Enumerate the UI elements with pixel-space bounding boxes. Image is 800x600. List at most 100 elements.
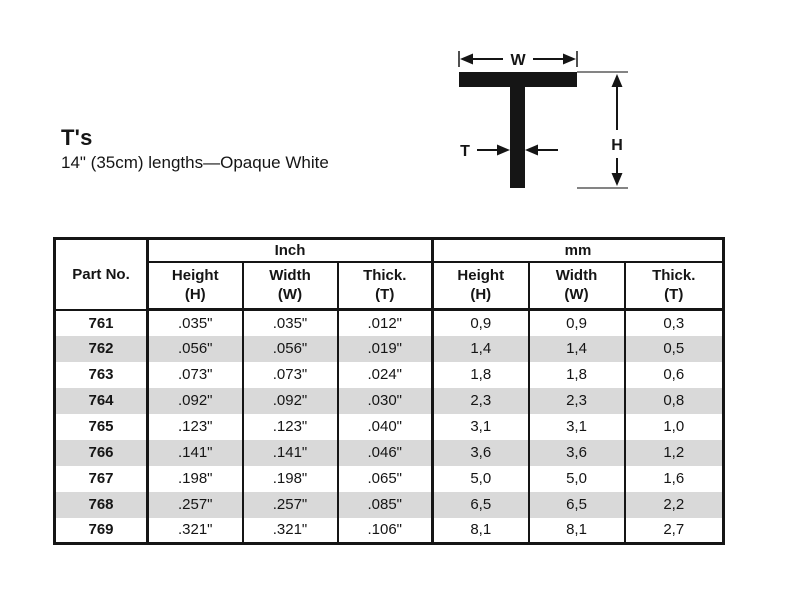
mm-width-header: Width (W) <box>527 260 626 311</box>
inch-thick-header: Thick. (T) <box>336 260 434 311</box>
part-no-cell: 769 <box>53 517 149 544</box>
inch-width-cell: .123" <box>241 413 339 440</box>
inch-width-cell: .198" <box>241 465 339 492</box>
mm-thick-cell: 1,2 <box>623 439 725 466</box>
inch-height-cell: .092" <box>146 387 244 414</box>
mm-width-cell: 8,1 <box>527 517 626 544</box>
mm-width-cell: 3,1 <box>527 413 626 440</box>
mm-width-cell: 1,4 <box>527 335 626 362</box>
mm-thick-cell: 1,6 <box>623 465 725 492</box>
mm-group-header: mm <box>431 237 725 263</box>
inch-height-cell: .321" <box>146 517 244 544</box>
inch-height-cell: .141" <box>146 439 244 466</box>
inch-width-cell: .321" <box>241 517 339 544</box>
mm-height-cell: 3,1 <box>431 413 530 440</box>
mm-thick-cell: 0,5 <box>623 335 725 362</box>
inch-width-header: Width (W) <box>241 260 339 311</box>
width-label: W <box>510 52 526 69</box>
inch-height-cell: .257" <box>146 491 244 518</box>
height-label: H <box>611 137 623 154</box>
table-row: 765 .123" .123" .040" 3,1 3,1 1,0 <box>53 413 725 440</box>
part-no-cell: 763 <box>53 361 149 388</box>
part-no-cell: 761 <box>53 309 149 336</box>
part-no-cell: 762 <box>53 335 149 362</box>
mm-height-header: Height (H) <box>431 260 530 311</box>
inch-thick-cell: .106" <box>336 517 434 544</box>
inch-height-cell: .056" <box>146 335 244 362</box>
inch-width-cell: .257" <box>241 491 339 518</box>
mm-width-cell: 6,5 <box>527 491 626 518</box>
page-title: T's <box>61 125 93 150</box>
inch-width-cell: .092" <box>241 387 339 414</box>
part-no-cell: 765 <box>53 413 149 440</box>
mm-height-cell: 1,4 <box>431 335 530 362</box>
mm-thick-cell: 2,7 <box>623 517 725 544</box>
inch-height-header: Height (H) <box>146 260 244 311</box>
mm-height-cell: 6,5 <box>431 491 530 518</box>
arrow-left-icon <box>460 53 473 65</box>
height-dimension <box>577 71 628 189</box>
arrow-right-icon <box>563 53 576 65</box>
inch-thick-cell: .065" <box>336 465 434 492</box>
t-stem <box>510 87 525 188</box>
title-block: T's 14" (35cm) lengths—Opaque White <box>61 125 329 173</box>
mm-thick-cell: 1,0 <box>623 413 725 440</box>
part-no-cell: 768 <box>53 491 149 518</box>
arrow-down-icon <box>611 173 623 186</box>
mm-thick-cell: 0,6 <box>623 361 725 388</box>
arrow-left-icon <box>525 144 538 156</box>
t-flange <box>459 72 577 87</box>
mm-thick-cell: 0,3 <box>623 309 725 336</box>
inch-thick-cell: .040" <box>336 413 434 440</box>
spec-table: Part No. Inch mm Height (H) Width (W) Th… <box>53 237 725 545</box>
part-no-header: Part No. <box>53 237 149 311</box>
mm-height-cell: 2,3 <box>431 387 530 414</box>
width-dimension <box>458 51 578 67</box>
arrow-right-icon <box>497 144 510 156</box>
inch-height-cell: .198" <box>146 465 244 492</box>
inch-thick-cell: .019" <box>336 335 434 362</box>
mm-thick-cell: 0,8 <box>623 387 725 414</box>
table-row: 767 .198" .198" .065" 5,0 5,0 1,6 <box>53 465 725 492</box>
arrow-up-icon <box>611 74 623 87</box>
inch-height-cell: .035" <box>146 309 244 336</box>
mm-height-cell: 5,0 <box>431 465 530 492</box>
table-row: 769 .321" .321" .106" 8,1 8,1 2,7 <box>53 517 725 544</box>
inch-width-cell: .035" <box>241 309 339 336</box>
table-row: 761 .035" .035" .012" 0,9 0,9 0,3 <box>53 309 725 336</box>
mm-height-cell: 0,9 <box>431 309 530 336</box>
page-subtitle: 14" (35cm) lengths—Opaque White <box>61 153 329 173</box>
inch-thick-cell: .012" <box>336 309 434 336</box>
table-row: 766 .141" .141" .046" 3,6 3,6 1,2 <box>53 439 725 466</box>
mm-width-cell: 1,8 <box>527 361 626 388</box>
mm-thick-cell: 2,2 <box>623 491 725 518</box>
table-row: 763 .073" .073" .024" 1,8 1,8 0,6 <box>53 361 725 388</box>
table-row: 764 .092" .092" .030" 2,3 2,3 0,8 <box>53 387 725 414</box>
mm-width-cell: 3,6 <box>527 439 626 466</box>
inch-thick-cell: .085" <box>336 491 434 518</box>
table-row: 762 .056" .056" .019" 1,4 1,4 0,5 <box>53 335 725 362</box>
part-no-cell: 766 <box>53 439 149 466</box>
thickness-label: T <box>460 143 470 160</box>
mm-width-cell: 5,0 <box>527 465 626 492</box>
spec-table-header: Part No. Inch mm Height (H) Width (W) Th… <box>53 237 725 311</box>
mm-height-cell: 8,1 <box>431 517 530 544</box>
inch-thick-cell: .024" <box>336 361 434 388</box>
inch-height-cell: .123" <box>146 413 244 440</box>
table-row: 768 .257" .257" .085" 6,5 6,5 2,2 <box>53 491 725 518</box>
inch-group-header: Inch <box>146 237 434 263</box>
part-no-cell: 764 <box>53 387 149 414</box>
inch-height-cell: .073" <box>146 361 244 388</box>
mm-height-cell: 1,8 <box>431 361 530 388</box>
inch-width-cell: .073" <box>241 361 339 388</box>
part-no-cell: 767 <box>53 465 149 492</box>
mm-width-cell: 0,9 <box>527 309 626 336</box>
mm-height-cell: 3,6 <box>431 439 530 466</box>
spec-table-body: 761 .035" .035" .012" 0,9 0,9 0,3 762 .0… <box>53 309 725 544</box>
thickness-dimension <box>477 144 558 156</box>
t-profile-diagram: W H T <box>458 51 628 189</box>
mm-thick-header: Thick. (T) <box>623 260 725 311</box>
inch-width-cell: .141" <box>241 439 339 466</box>
inch-thick-cell: .030" <box>336 387 434 414</box>
